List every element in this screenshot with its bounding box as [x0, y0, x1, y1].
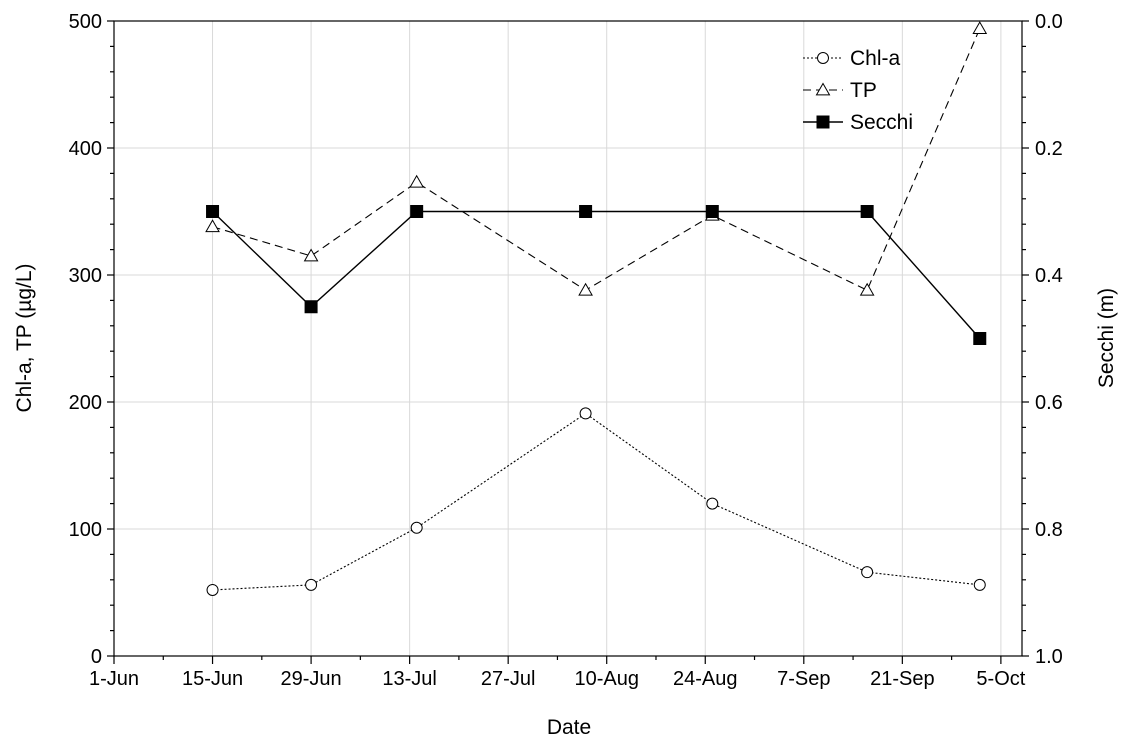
- y2-tick-label: 0.6: [1035, 392, 1063, 414]
- tp-point: [205, 219, 220, 233]
- y-tick-label: 300: [69, 265, 102, 287]
- y2-tick-label: 0.8: [1035, 519, 1063, 541]
- secchi-point: [579, 205, 593, 218]
- x-tick-label: 27-Jul: [481, 668, 535, 690]
- legend-item-tp: TP: [803, 79, 877, 102]
- tp-point: [409, 174, 425, 188]
- chl-a-point: [579, 407, 592, 420]
- y2-tick-label: 0.2: [1035, 138, 1063, 160]
- y2-tick-label: 1.0: [1035, 646, 1063, 668]
- legend-label: Secchi: [850, 111, 913, 134]
- axes: 1-Jun 15-Jun 29-Jun 13-Jul 27-Jul 10-Aug 24-Au…: [69, 11, 1063, 690]
- plot-frame: [113, 20, 1023, 657]
- secchi-point: [973, 332, 987, 345]
- y-tick-label: 0: [91, 646, 102, 668]
- y2-tick-label: 0.0: [1035, 11, 1063, 33]
- x-tick-label: 24-Aug: [673, 668, 738, 690]
- legend-item-chl-a: Chl-a: [803, 47, 901, 70]
- tp-point: [303, 248, 319, 262]
- x-tick-label: 29-Jun: [281, 668, 342, 690]
- legend-swatch-marker: [817, 52, 829, 64]
- tp-point: [859, 282, 875, 296]
- chl-a-point: [410, 521, 423, 534]
- chl-a-point: [706, 497, 719, 510]
- chl-a-point: [973, 578, 986, 591]
- tp-point: [972, 21, 988, 34]
- chl-a-line: [212, 412, 980, 591]
- secchi-point: [705, 205, 719, 218]
- legend-item-secchi: Secchi: [803, 111, 913, 134]
- legend: Chl-a TP Secchi: [803, 47, 913, 134]
- legend-label: Chl-a: [850, 47, 901, 70]
- series-layer: [205, 21, 988, 596]
- y-tick-label: 400: [69, 138, 102, 160]
- x-tick-label: 21-Sep: [870, 668, 935, 690]
- x-tick-label: 1-Jun: [89, 668, 139, 690]
- y-axis-title: Chl-a, TP (µg/L): [13, 263, 36, 412]
- series-chl-a: [206, 407, 986, 596]
- x-tick-label: 15-Jun: [182, 668, 243, 690]
- series-secchi: [206, 205, 987, 345]
- tp-point: [578, 282, 593, 296]
- y-tick-label: 500: [69, 11, 102, 33]
- secchi-point: [860, 205, 874, 218]
- x-axis-title: Date: [547, 716, 591, 739]
- secchi-point: [206, 205, 220, 218]
- grid-lines: [114, 21, 1022, 656]
- chl-a-point: [305, 578, 318, 591]
- y2-axis-title: Secchi (m): [1095, 288, 1118, 388]
- chl-a-point: [206, 583, 219, 596]
- legend-swatch-marker: [815, 82, 831, 96]
- x-tick-label: 10-Aug: [574, 668, 639, 690]
- x-tick-label: 13-Jul: [382, 668, 436, 690]
- chl-a-point: [861, 566, 874, 579]
- y-tick-label: 200: [69, 392, 102, 414]
- secchi-point: [304, 300, 318, 314]
- x-tick-label: 5-Oct: [976, 668, 1025, 690]
- x-tick-label: 7-Sep: [777, 668, 830, 690]
- secchi-point: [410, 205, 424, 218]
- legend-label: TP: [850, 79, 877, 102]
- y2-tick-label: 0.4: [1035, 265, 1063, 287]
- y-tick-label: 100: [69, 519, 102, 541]
- legend-swatch-marker: [816, 115, 830, 129]
